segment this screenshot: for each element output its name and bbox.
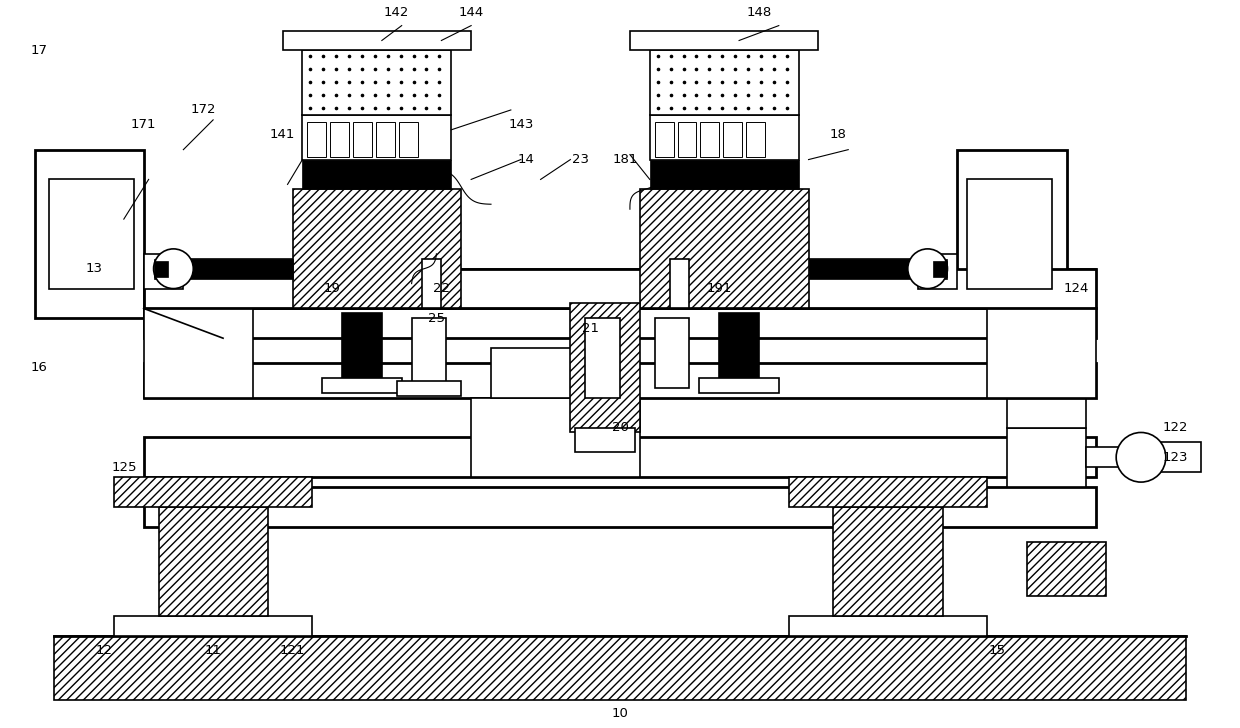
Bar xyxy=(308,122,326,157)
Bar xyxy=(967,179,1052,288)
Bar xyxy=(575,427,635,452)
Bar xyxy=(655,122,673,157)
Bar xyxy=(789,477,987,507)
Bar xyxy=(987,309,1096,397)
Text: 10: 10 xyxy=(611,707,629,720)
Text: 25: 25 xyxy=(428,312,445,325)
Bar xyxy=(932,261,947,277)
Bar xyxy=(293,189,461,309)
Bar xyxy=(471,397,640,477)
Bar xyxy=(55,636,1185,700)
Bar xyxy=(144,254,184,288)
Bar xyxy=(1007,427,1086,487)
Bar xyxy=(50,179,134,288)
Bar xyxy=(322,378,402,393)
Circle shape xyxy=(1116,432,1166,482)
Text: 23: 23 xyxy=(572,153,589,166)
Text: 191: 191 xyxy=(707,282,732,295)
Text: 16: 16 xyxy=(31,362,48,374)
Bar xyxy=(144,309,1096,339)
Bar xyxy=(746,122,765,157)
Circle shape xyxy=(908,249,947,288)
Bar xyxy=(144,309,253,397)
Text: 18: 18 xyxy=(830,128,847,141)
Bar xyxy=(353,122,372,157)
Text: 122: 122 xyxy=(1163,421,1188,434)
Bar xyxy=(650,50,799,115)
Bar xyxy=(303,50,451,115)
Bar xyxy=(699,378,779,393)
Text: 142: 142 xyxy=(384,7,409,19)
Bar xyxy=(719,313,759,388)
Bar xyxy=(585,318,620,397)
Text: 22: 22 xyxy=(433,282,450,295)
Bar xyxy=(640,189,808,309)
Bar xyxy=(283,31,471,50)
Bar xyxy=(918,254,957,288)
Text: 15: 15 xyxy=(988,644,1006,657)
Text: 181: 181 xyxy=(613,153,637,166)
Bar xyxy=(1027,542,1106,596)
Bar xyxy=(154,261,169,277)
Bar xyxy=(670,259,689,309)
Bar xyxy=(144,363,1096,397)
Text: 20: 20 xyxy=(611,421,629,434)
Bar xyxy=(701,122,719,157)
Text: 13: 13 xyxy=(86,262,103,275)
Circle shape xyxy=(154,249,193,288)
Bar xyxy=(650,159,799,189)
Bar xyxy=(376,122,394,157)
Bar xyxy=(303,115,451,159)
Bar xyxy=(677,122,697,157)
Bar xyxy=(570,304,640,432)
Text: 171: 171 xyxy=(131,119,156,131)
Text: 172: 172 xyxy=(191,103,216,116)
Text: 143: 143 xyxy=(508,119,533,131)
Text: 12: 12 xyxy=(95,644,113,657)
Bar xyxy=(833,507,942,616)
Bar xyxy=(144,487,1096,527)
Text: 144: 144 xyxy=(459,7,484,19)
Bar xyxy=(154,259,293,279)
Bar xyxy=(303,159,451,189)
Bar xyxy=(330,122,350,157)
Bar xyxy=(1161,443,1200,472)
Text: 21: 21 xyxy=(582,322,599,335)
Text: 125: 125 xyxy=(112,461,136,474)
Bar xyxy=(789,616,987,636)
Bar xyxy=(1007,388,1086,427)
Bar xyxy=(114,477,312,507)
Text: 14: 14 xyxy=(517,153,534,166)
Bar xyxy=(655,318,689,388)
Bar xyxy=(412,318,446,388)
Bar xyxy=(114,616,312,636)
Bar xyxy=(957,150,1066,318)
Text: 123: 123 xyxy=(1163,451,1188,464)
Bar xyxy=(491,348,620,397)
Text: 17: 17 xyxy=(31,44,48,57)
Text: 141: 141 xyxy=(270,128,295,141)
Text: 19: 19 xyxy=(324,282,341,295)
Bar xyxy=(144,269,1096,309)
Bar xyxy=(422,259,441,309)
Bar xyxy=(397,381,461,396)
Text: 148: 148 xyxy=(746,7,771,19)
Bar xyxy=(144,438,1096,477)
Bar xyxy=(723,122,742,157)
Bar xyxy=(159,507,268,616)
Text: 24: 24 xyxy=(353,352,371,365)
Bar xyxy=(630,31,818,50)
Text: 11: 11 xyxy=(205,644,222,657)
Bar xyxy=(342,313,382,388)
Bar xyxy=(399,122,418,157)
Bar xyxy=(35,150,144,318)
Bar xyxy=(650,115,799,159)
Bar xyxy=(808,259,947,279)
Text: 121: 121 xyxy=(280,644,305,657)
Text: 124: 124 xyxy=(1064,282,1089,295)
Bar xyxy=(1086,448,1126,467)
